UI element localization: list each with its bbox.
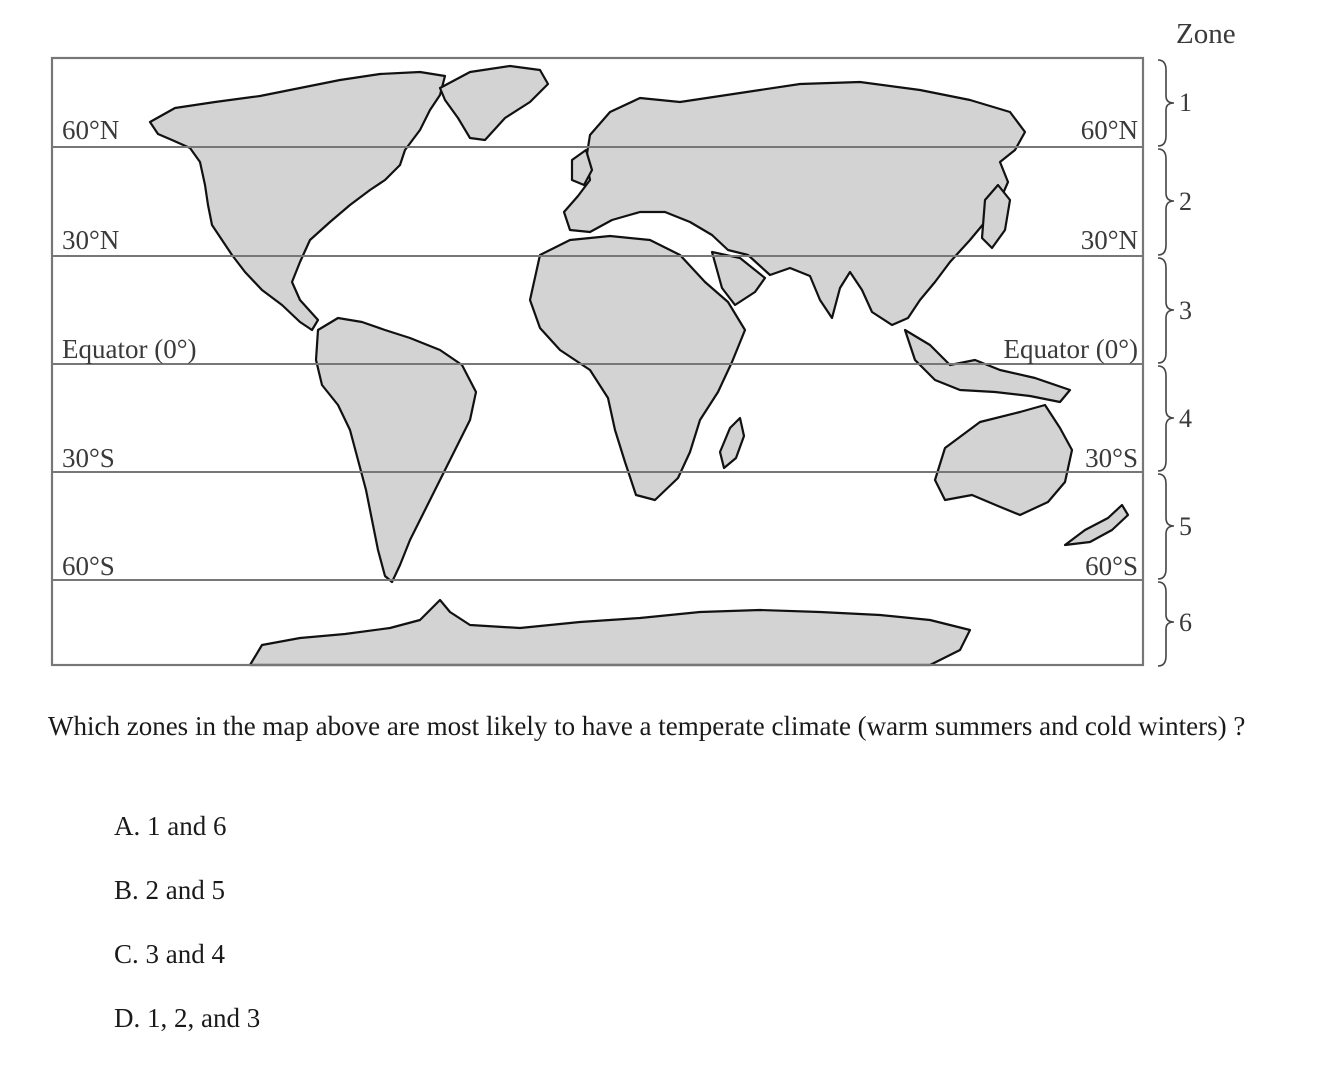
zone-number-3: 3 [1179, 296, 1192, 325]
right-label-60s: 60°S [1085, 551, 1138, 581]
zone-brace-3 [1157, 257, 1175, 364]
zone-brace-4 [1157, 365, 1175, 472]
north-america-landmass [148, 70, 447, 332]
map-frame [50, 56, 1145, 667]
zone-number-2: 2 [1179, 187, 1192, 216]
zone-number-1: 1 [1179, 88, 1192, 117]
left-label-60n: 60°N [62, 115, 119, 145]
australia-landmass [933, 403, 1074, 517]
zone-brace-6 [1157, 581, 1175, 667]
zone-brace-2 [1157, 148, 1175, 256]
question-text: Which zones in the map above are most li… [48, 711, 1246, 741]
zone-brace-1 [1157, 59, 1175, 147]
zone-numbers: 1 2 3 4 5 6 [1179, 88, 1192, 637]
right-label-equator: Equator (0°) [1004, 334, 1139, 364]
right-label-30n: 30°N [1081, 225, 1138, 255]
answer-option-d[interactable]: D. 1, 2, and 3 [114, 1003, 261, 1033]
left-latitude-labels: 60°N 30°N Equator (0°) 30°S 60°S [62, 115, 197, 581]
answer-option-b[interactable]: B. 2 and 5 [114, 875, 225, 905]
zone-number-4: 4 [1179, 404, 1192, 433]
madagascar-landmass [718, 416, 746, 470]
zone-braces [1157, 59, 1175, 667]
arabia-landmass [710, 250, 767, 307]
zone-heading: Zone [1176, 18, 1236, 50]
zone-number-5: 5 [1179, 512, 1192, 541]
left-label-equator: Equator (0°) [62, 334, 197, 364]
answer-option-a[interactable]: A. 1 and 6 [114, 811, 227, 841]
eurasia-landmass [562, 80, 1027, 327]
right-label-30s: 30°S [1085, 443, 1138, 473]
new-zealand-landmass [1063, 503, 1130, 547]
right-latitude-labels: 60°N 30°N Equator (0°) 30°S 60°S [1004, 115, 1139, 581]
continents [148, 64, 1130, 667]
left-label-60s: 60°S [62, 551, 115, 581]
africa-landmass [528, 234, 747, 502]
japan-landmass [980, 183, 1012, 250]
left-label-30n: 30°N [62, 225, 119, 255]
zone-brace-5 [1157, 473, 1175, 580]
british-isles-landmass [570, 148, 594, 187]
south-america-landmass [314, 316, 478, 584]
answer-option-c[interactable]: C. 3 and 4 [114, 939, 225, 969]
antarctica-landmass [248, 598, 972, 667]
greenland-landmass [438, 64, 550, 142]
latitude-lines [52, 146, 1143, 581]
world-map-figure: 60°N 30°N Equator (0°) 30°S 60°S 60°N 30… [50, 18, 1236, 667]
zone-number-6: 6 [1179, 608, 1192, 637]
left-label-30s: 30°S [62, 443, 115, 473]
right-label-60n: 60°N [1081, 115, 1138, 145]
